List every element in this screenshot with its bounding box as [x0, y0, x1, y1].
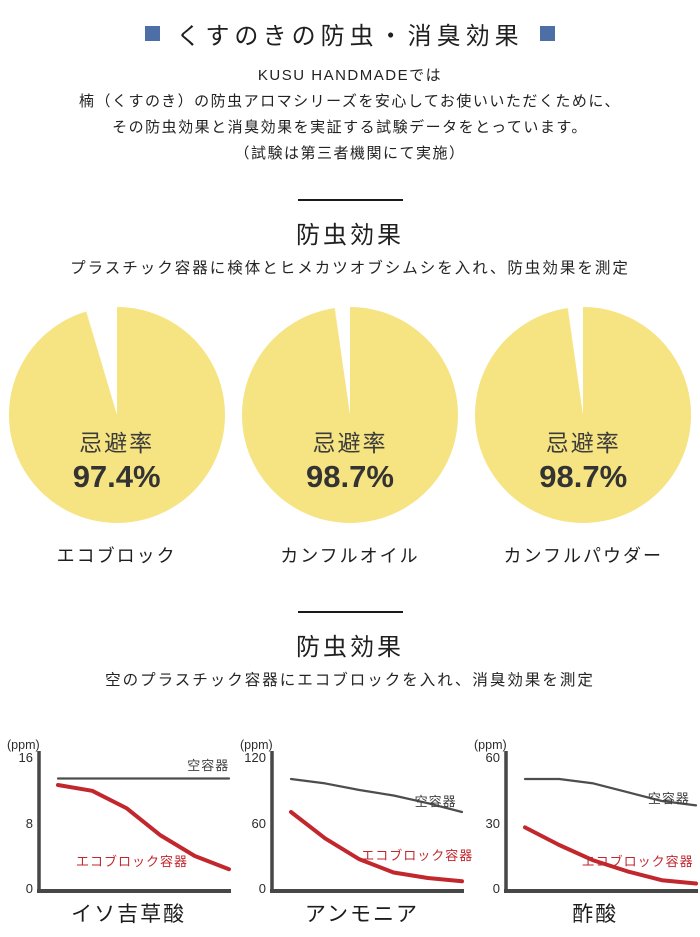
title-square-icon	[145, 26, 161, 41]
y-axis-tick-label: 16	[19, 750, 33, 765]
line-chart-isovaleric-acid: (ppm) 0 8 16 空容器 エコブロック容器 イソ吉草酸	[0, 733, 233, 929]
chart-title: 酢酸	[572, 903, 619, 926]
line-chart-ammonia: (ppm) 0 60 120 空容器 エコブロック容器 アンモニア	[233, 733, 472, 929]
pie-column-ecoblock: 忌避率 97.4% エコブロック	[0, 307, 233, 569]
empty-container-line	[290, 777, 464, 814]
pie-center-text: 忌避率 98.7%	[242, 429, 458, 495]
repellent-section-description: プラスチック容器に検体とヒメカツオブシムシを入れ、防虫効果を測定	[70, 260, 630, 277]
title-square-icon	[539, 26, 555, 41]
deodorant-section-heading: 防虫効果	[296, 634, 404, 661]
pie-caption: カンフルオイル	[280, 546, 420, 566]
y-axis-tick-label: 60	[485, 750, 499, 765]
repellency-rate-label: 忌避率	[545, 430, 621, 456]
y-axis-tick-label: 60	[252, 816, 266, 831]
line-chart-row: (ppm) 0 8 16 空容器 エコブロック容器 イソ吉草酸 (ppm) 0 60 120…	[0, 733, 700, 929]
pie-chart: 忌避率 98.7%	[241, 307, 458, 523]
intro-paragraph: KUSU HANDMADEでは 楠（くすのき）の防虫アロマシリーズを安心してお使…	[0, 63, 700, 167]
pie-chart-row: 忌避率 97.4% エコブロック 忌避率 98.7% カンフルオイル 忌避率 9…	[0, 307, 700, 569]
intro-line: 楠（くすのき）の防虫アロマシリーズを安心してお使いいただくために、	[79, 93, 621, 110]
line-chart-acetic-acid: (ppm) 0 30 60 空容器 エコブロック容器 酢酸	[467, 733, 700, 929]
y-axis-tick-label: 8	[26, 816, 33, 831]
repellency-rate-value: 98.7%	[305, 459, 394, 494]
line-chart-svg: (ppm) 0 30 60	[474, 738, 698, 896]
pie-center-text: 忌避率 98.7%	[475, 429, 691, 495]
deodorant-section-description: 空のプラスチック容器にエコブロックを入れ、消臭効果を測定	[105, 672, 595, 689]
intro-line: （試験は第三者機関にて実施）	[234, 145, 466, 162]
pie-caption: カンフルパウダー	[503, 546, 663, 566]
y-axis-tick-label: 30	[485, 816, 499, 831]
empty-container-series-label: 空容器	[187, 758, 230, 773]
line-chart-svg: (ppm) 0 60 120	[240, 738, 465, 896]
ecoblock-container-line	[56, 783, 231, 872]
ecoblock-container-line	[522, 825, 698, 886]
empty-container-series-label: 空容器	[647, 791, 690, 806]
y-axis-unit-label: (ppm)	[474, 738, 507, 752]
y-axis-tick-label: 120	[245, 750, 267, 765]
y-axis-unit-label: (ppm)	[240, 738, 273, 752]
chart-title: イソ吉草酸	[71, 903, 187, 926]
repellency-rate-label: 忌避率	[79, 430, 155, 456]
chart-plot: (ppm) 0 30 60	[467, 733, 700, 899]
repellent-section-heading: 防虫効果	[296, 222, 404, 249]
chart-title: アンモニア	[304, 903, 420, 926]
intro-line: KUSU HANDMADEでは	[257, 67, 443, 84]
y-axis-tick-label: 0	[259, 881, 266, 896]
empty-container-line	[523, 777, 697, 807]
chart-plot: (ppm) 0 8 16	[0, 733, 233, 899]
empty-container-series-label: 空容器	[414, 794, 457, 809]
pie-caption: エコブロック	[56, 546, 177, 566]
intro-line: その防虫効果と消臭効果を実証する試験データをとっています。	[112, 119, 588, 136]
line-chart-svg: (ppm) 0 8 16	[7, 738, 231, 896]
pie-chart: 忌避率 98.7%	[475, 307, 692, 523]
divider	[297, 611, 403, 613]
page-title-row: くすのきの防虫・消臭効果	[0, 16, 700, 51]
ecoblock-container-series-label: エコブロック容器	[361, 848, 474, 863]
repellency-rate-value: 98.7%	[539, 459, 628, 494]
y-axis-tick-label: 0	[492, 881, 499, 896]
ecoblock-container-line	[289, 810, 465, 884]
chart-plot: (ppm) 0 60 120	[233, 733, 466, 899]
y-axis-unit-label: (ppm)	[7, 738, 40, 752]
pie-column-camphor-oil: 忌避率 98.7% カンフルオイル	[233, 307, 466, 569]
pie-chart: 忌避率 97.4%	[8, 307, 225, 523]
ecoblock-container-series-label: エコブロック容器	[581, 854, 694, 869]
divider	[297, 199, 403, 201]
pie-column-camphor-powder: 忌避率 98.7% カンフルパウダー	[467, 307, 700, 569]
repellency-rate-label: 忌避率	[312, 430, 388, 456]
y-axis-tick-label: 0	[26, 881, 33, 896]
repellency-rate-value: 97.4%	[72, 459, 161, 494]
pie-center-text: 忌避率 97.4%	[9, 429, 225, 495]
page-title: くすのきの防虫・消臭効果	[176, 23, 524, 50]
ecoblock-container-series-label: エコブロック容器	[76, 854, 189, 869]
